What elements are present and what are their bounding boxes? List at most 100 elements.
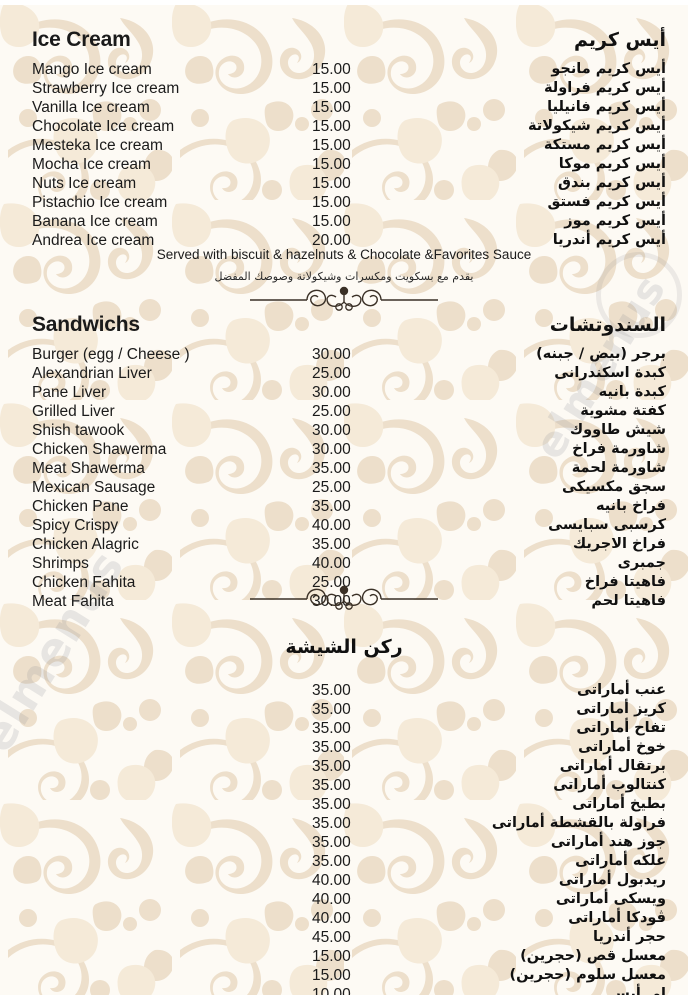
item-name-en: Chicken Alagric: [32, 536, 139, 553]
item-name-ar: فراولة بالقشطة أماراتى: [491, 815, 666, 831]
item-price: 15.00: [312, 175, 351, 192]
menu-item-row[interactable]: 40.00 ڤودكا أماراتى: [0, 909, 688, 928]
item-price: 40.00: [312, 517, 351, 534]
menu-item-row[interactable]: 40.00 ويسكى أماراتى: [0, 890, 688, 909]
item-name-ar: جمبرى: [617, 555, 666, 571]
menu-item-row[interactable]: 35.00 كنتالوب أماراتى: [0, 776, 688, 795]
item-price: 45.00: [312, 929, 351, 946]
menu-item-row[interactable]: Vanilla Ice cream 15.00 أيس كريم فانيليا: [0, 98, 688, 117]
menu-item-row[interactable]: Chicken Pane 35.00 فراخ بانيه: [0, 497, 688, 516]
item-name-ar: أيس كريم فانيليا: [547, 99, 666, 115]
menu-item-row[interactable]: Grilled Liver 25.00 كفتة مشوية: [0, 402, 688, 421]
item-name-ar: علكه أماراتى: [575, 853, 666, 869]
menu-item-row[interactable]: 45.00 حجر أندريا: [0, 928, 688, 947]
menu-item-row[interactable]: Pane Liver 30.00 كبدة بانيه: [0, 383, 688, 402]
item-name-ar: أيس كريم موكا: [558, 156, 666, 172]
menu-item-row[interactable]: 35.00 برتقال أماراتى: [0, 757, 688, 776]
ornament-divider-2: [0, 582, 688, 616]
item-price: 40.00: [312, 872, 351, 889]
menu-item-row[interactable]: Strawberry Ice cream 15.00 أيس كريم فراو…: [0, 79, 688, 98]
item-name-en: Chocolate Ice cream: [32, 118, 175, 135]
shisha-title-ar: ركن الشيشة: [285, 636, 403, 658]
menu-item-row[interactable]: 35.00 علكه أماراتى: [0, 852, 688, 871]
item-name-ar: برتقال أماراتى: [559, 758, 666, 774]
item-name-en: Alexandrian Liver: [32, 365, 152, 382]
item-name-ar: برجر (بيض / جبنه): [536, 346, 666, 362]
item-price: 40.00: [312, 555, 351, 572]
item-price: 35.00: [312, 701, 351, 718]
item-price: 15.00: [312, 194, 351, 211]
item-name-ar: ويسكى أماراتى: [555, 891, 666, 907]
item-name-ar: معسل سلوم (حجرين): [509, 967, 666, 983]
menu-item-row[interactable]: Chocolate Ice cream 15.00 أيس كريم شيكول…: [0, 117, 688, 136]
item-price: 30.00: [312, 384, 351, 401]
item-price: 35.00: [312, 853, 351, 870]
item-price: 35.00: [312, 777, 351, 794]
item-name-ar: خوخ أماراتى: [578, 739, 666, 755]
item-price: 40.00: [312, 910, 351, 927]
item-name-en: Mango Ice cream: [32, 61, 152, 78]
item-name-ar: أيس كريم بندق: [558, 175, 666, 191]
menu-item-row[interactable]: Burger (egg / Cheese ) 30.00 برجر (بيض /…: [0, 345, 688, 364]
menu-item-row[interactable]: Alexandrian Liver 25.00 كبدة اسكندرانى: [0, 364, 688, 383]
ornament-divider-1: [0, 283, 688, 317]
item-price: 35.00: [312, 758, 351, 775]
item-price: 30.00: [312, 422, 351, 439]
item-price: 25.00: [312, 403, 351, 420]
menu-item-row[interactable]: 35.00 عنب أماراتى: [0, 681, 688, 700]
menu-item-row[interactable]: 35.00 جوز هند أماراتى: [0, 833, 688, 852]
menu-item-row[interactable]: Chicken Shawerma 30.00 شاورمة فراخ: [0, 440, 688, 459]
menu-item-row[interactable]: 15.00 معسل قص (حجرين): [0, 947, 688, 966]
item-name-en: Grilled Liver: [32, 403, 115, 420]
item-name-en: Pane Liver: [32, 384, 107, 401]
menu-item-row[interactable]: Meat Shawerma 35.00 شاورمة لحمة: [0, 459, 688, 478]
item-name-en: Vanilla Ice cream: [32, 99, 150, 116]
menu-item-row[interactable]: 35.00 كريز أماراتى: [0, 700, 688, 719]
ice-cream-note-en: Served with biscuit & hazelnuts & Chocol…: [156, 247, 532, 262]
ice-cream-item-list: Mango Ice cream 15.00 أيس كريم مانجو Str…: [0, 60, 688, 250]
item-name-ar: عنب أماراتى: [576, 682, 666, 698]
item-name-en: Mexican Sausage: [32, 479, 156, 496]
shisha-item-list: 35.00 عنب أماراتى 35.00 كريز أماراتى 35.…: [0, 681, 688, 1000]
ice-cream-title-en: Ice Cream: [32, 28, 131, 51]
menu-item-row[interactable]: 35.00 خوخ أماراتى: [0, 738, 688, 757]
item-name-ar: جوز هند أماراتى: [550, 834, 666, 850]
menu-item-row[interactable]: Banana Ice cream 15.00 أيس كريم موز: [0, 212, 688, 231]
menu-item-row[interactable]: Mesteka Ice cream 15.00 أيس كريم مستكة: [0, 136, 688, 155]
item-name-ar: فراخ بانيه: [595, 498, 666, 514]
item-name-en: Pistachio Ice cream: [32, 194, 168, 211]
item-price: 35.00: [312, 796, 351, 813]
menu-item-row[interactable]: Mango Ice cream 15.00 أيس كريم مانجو: [0, 60, 688, 79]
item-price: 25.00: [312, 479, 351, 496]
menu-item-row[interactable]: 35.00 تفاح أماراتى: [0, 719, 688, 738]
menu-item-row[interactable]: 40.00 ريدبول أماراتى: [0, 871, 688, 890]
item-name-ar: معسل قص (حجرين): [520, 948, 666, 964]
item-name-en: Mesteka Ice cream: [32, 137, 163, 154]
item-name-ar: أيس كريم مستكة: [543, 137, 666, 153]
menu-item-row[interactable]: 35.00 فراولة بالقشطة أماراتى: [0, 814, 688, 833]
menu-item-row[interactable]: Pistachio Ice cream 15.00 أيس كريم فستق: [0, 193, 688, 212]
menu-item-row[interactable]: Spicy Crispy 40.00 كرسبى سبايسى: [0, 516, 688, 535]
menu-item-row[interactable]: 15.00 معسل سلوم (حجرين): [0, 966, 688, 985]
menu-item-row[interactable]: Shish tawook 30.00 شيش طاووك: [0, 421, 688, 440]
item-name-ar: كبدة اسكندرانى: [554, 365, 666, 381]
menu-item-row[interactable]: Nuts Ice cream 15.00 أيس كريم بندق: [0, 174, 688, 193]
item-price: 35.00: [312, 460, 351, 477]
item-name-ar: أيس كريم مانجو: [551, 61, 666, 77]
menu-item-row[interactable]: Mocha Ice cream 15.00 أيس كريم موكا: [0, 155, 688, 174]
item-price: 15.00: [312, 99, 351, 116]
item-price: 15.00: [312, 948, 351, 965]
menu-item-row[interactable]: Chicken Alagric 35.00 فراخ الاجريك: [0, 535, 688, 554]
menu-item-row[interactable]: Shrimps 40.00 جمبرى: [0, 554, 688, 573]
item-price: 15.00: [312, 80, 351, 97]
item-price: 25.00: [312, 365, 351, 382]
menu-item-row[interactable]: 35.00 بطيخ أماراتى: [0, 795, 688, 814]
item-name-ar: ريدبول أماراتى: [558, 872, 666, 888]
item-name-en: Meat Shawerma: [32, 460, 145, 477]
item-name-en: Spicy Crispy: [32, 517, 119, 534]
menu-item-row[interactable]: Mexican Sausage 25.00 سجق مكسيكى: [0, 478, 688, 497]
item-price: 35.00: [312, 536, 351, 553]
item-name-ar: أيس كريم موز: [564, 213, 666, 229]
item-name-en: Mocha Ice cream: [32, 156, 151, 173]
sandwichs-title-en: Sandwichs: [32, 313, 140, 336]
